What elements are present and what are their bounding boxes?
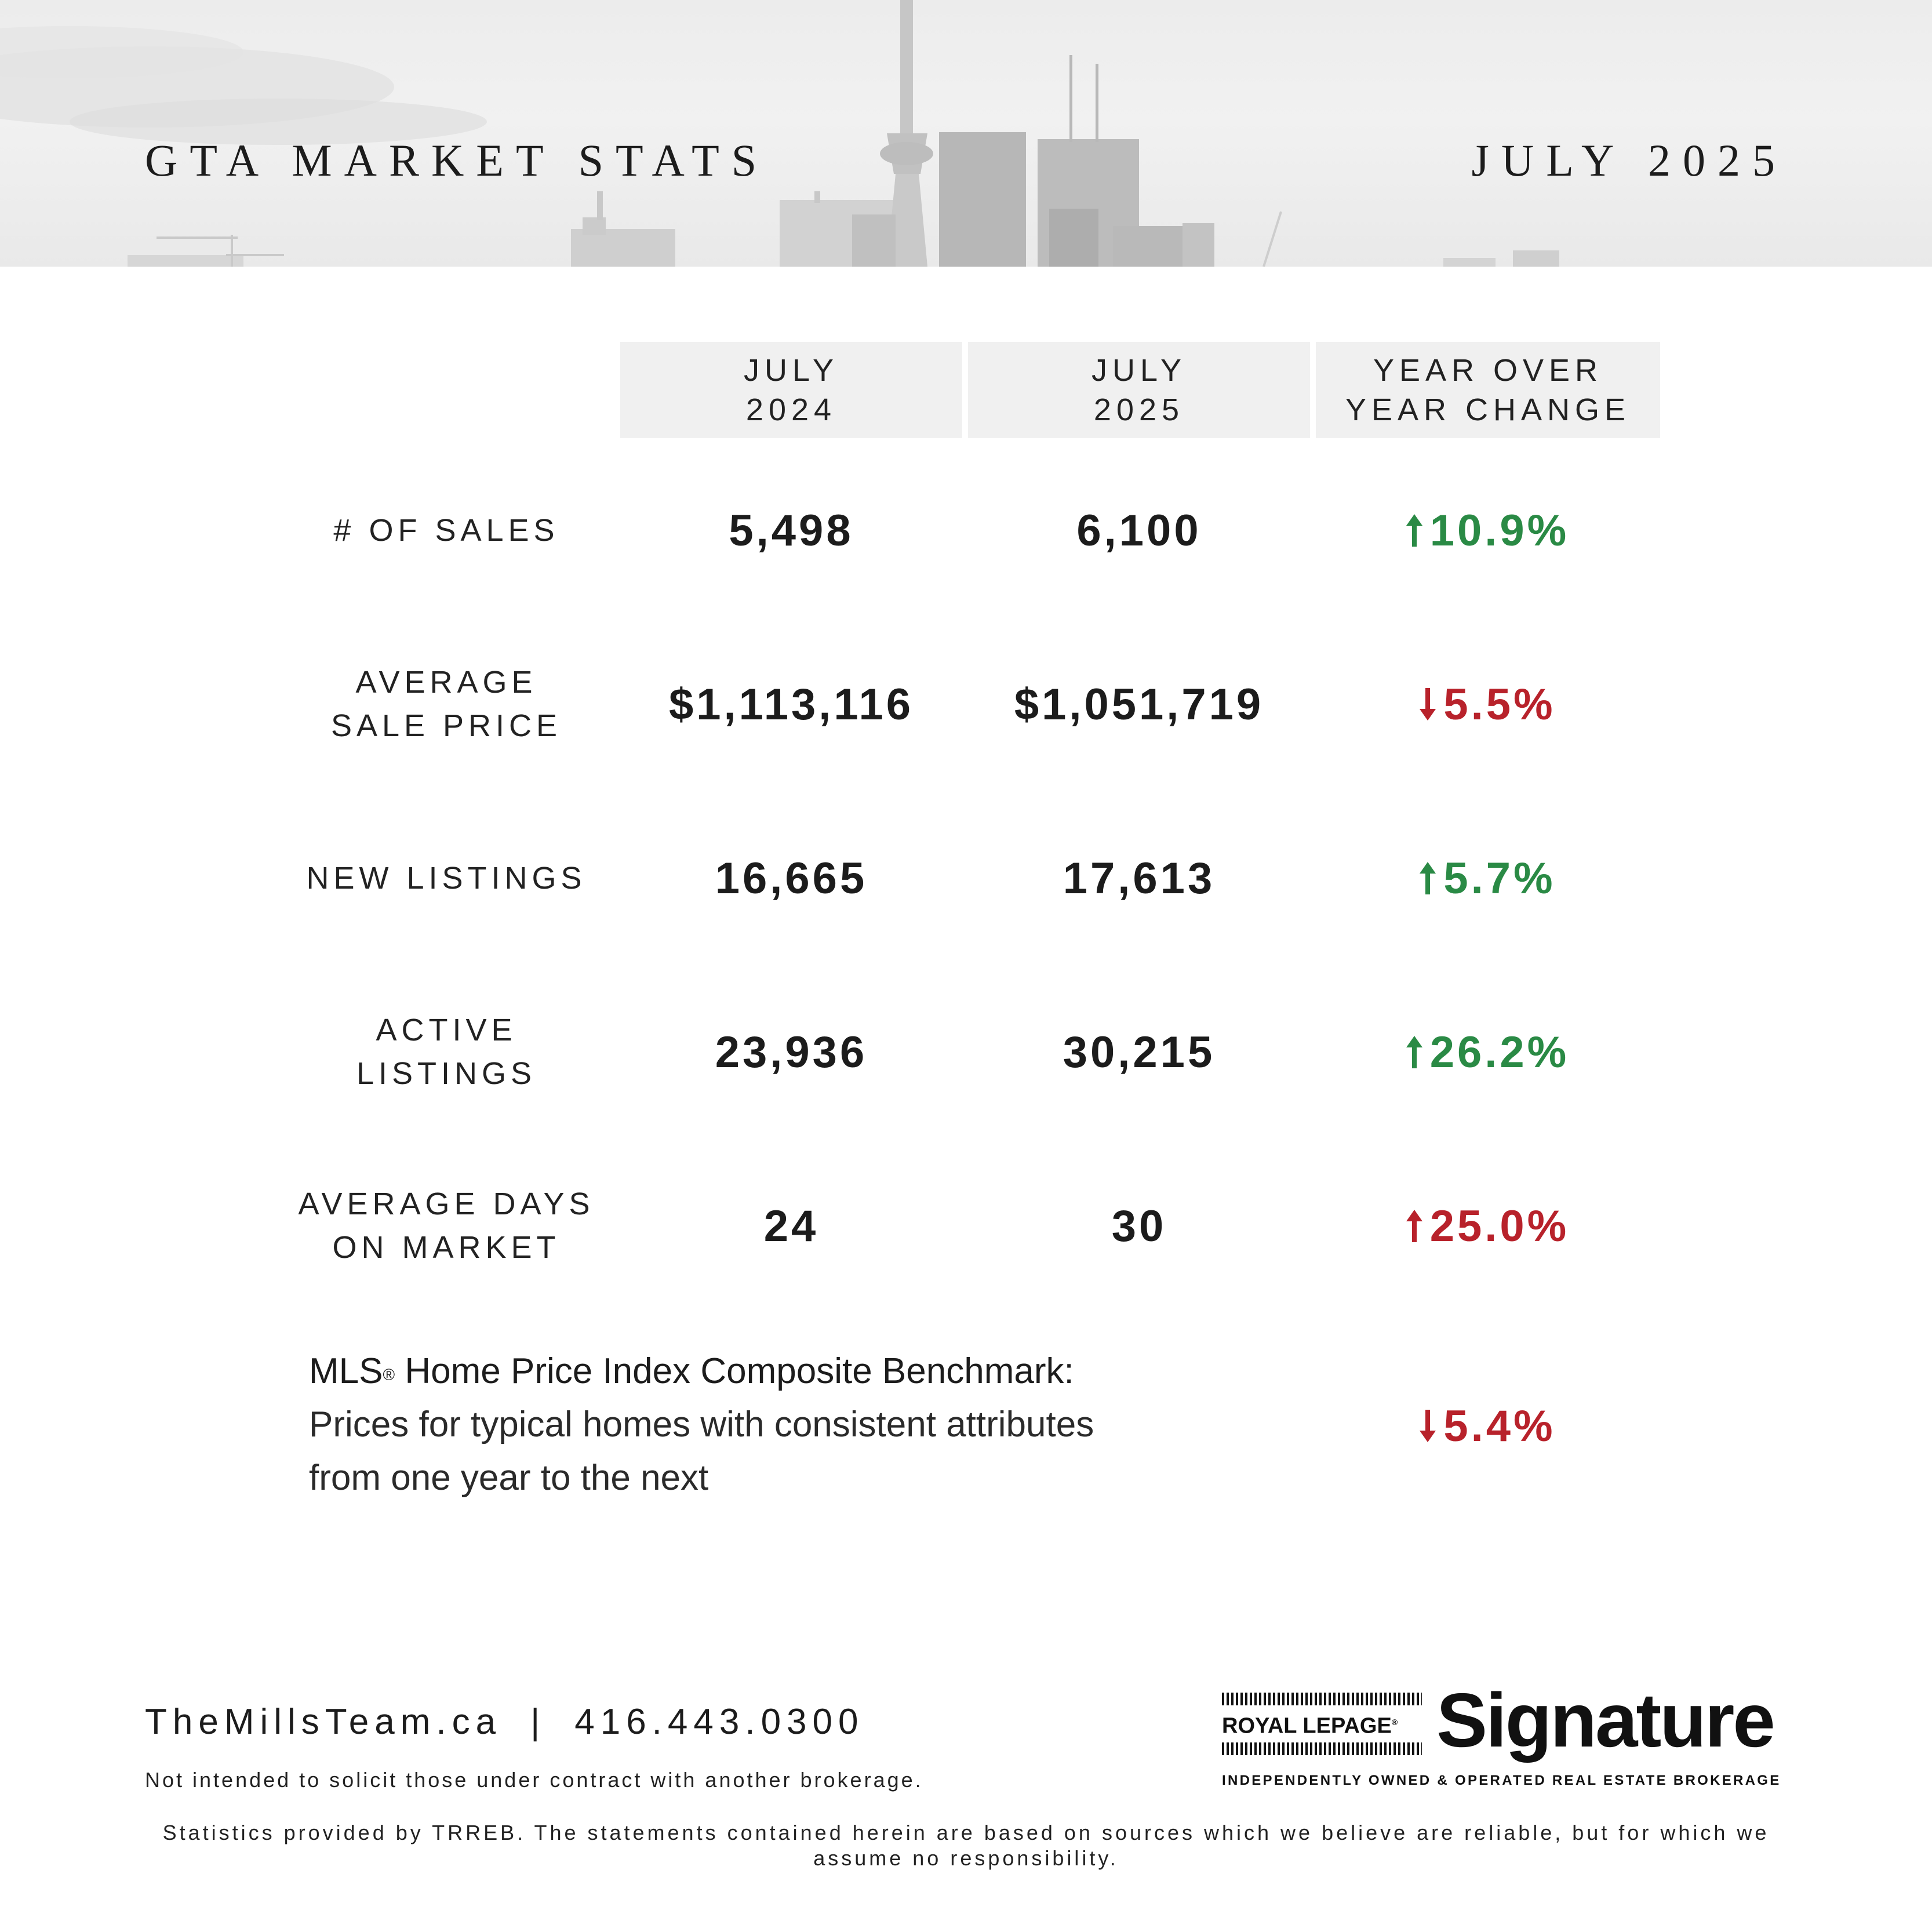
arrow-up-icon <box>1420 862 1436 894</box>
arrow-down-icon <box>1420 1410 1436 1442</box>
mls-title-prefix: MLS <box>309 1351 383 1391</box>
column-header-line: 2025 <box>1093 392 1185 427</box>
value-2024: 16,665 <box>715 853 868 903</box>
column-header-line: JULY <box>743 353 839 388</box>
column-header-line: 2024 <box>745 392 837 427</box>
change-value: 25.0% <box>1429 1201 1570 1251</box>
registered-mark: ® <box>1391 1717 1398 1727</box>
change-value: 5.7% <box>1443 853 1556 903</box>
value-2025: 6,100 <box>1076 505 1202 555</box>
change-value: 26.2% <box>1429 1027 1570 1077</box>
change-cell: 26.2% <box>1313 994 1661 1110</box>
value-2024: 24 <box>763 1201 819 1251</box>
arrow-up-icon <box>1406 514 1422 547</box>
value-2024: 5,498 <box>729 505 854 555</box>
stat-row-active-listings: ACTIVE LISTINGS 23,936 30,215 26.2% <box>0 994 1932 1110</box>
stat-row-average-days-on-market: AVERAGE DAYS ON MARKET 24 30 25.0% <box>0 1168 1932 1284</box>
registered-mark: ® <box>383 1366 395 1384</box>
page-title: GTA MARKET STATS <box>145 135 769 185</box>
row-label: ACTIVE LISTINGS <box>272 994 620 1110</box>
statistics-disclaimer: Statistics provided by TRREB. The statem… <box>162 1821 1770 1870</box>
value-2024: 23,936 <box>715 1027 868 1077</box>
row-label-line: # OF SALES <box>333 512 559 548</box>
stat-row-average-sale-price: AVERAGE SALE PRICE $1,113,116 $1,051,719… <box>0 646 1932 762</box>
mls-change-cell: 5.4% <box>1313 1368 1661 1484</box>
phone-number[interactable]: 416.443.0300 <box>574 1702 864 1742</box>
change-value: 5.5% <box>1443 679 1556 729</box>
value-2025: $1,051,719 <box>1014 679 1264 729</box>
mls-benchmark-line: Prices for typical homes with consistent… <box>309 1405 1094 1445</box>
change-cell: 10.9% <box>1313 472 1661 588</box>
logo-bars <box>1222 1742 1422 1755</box>
row-label: NEW LISTINGS <box>272 820 620 936</box>
column-header-line: YEAR CHANGE <box>1345 392 1631 427</box>
arrow-up-icon <box>1406 1210 1422 1242</box>
value-2025: 30,215 <box>1063 1027 1216 1077</box>
logo-bars <box>1222 1693 1422 1705</box>
column-header-line: YEAR OVER <box>1373 353 1603 388</box>
row-label-line: AVERAGE <box>355 665 537 700</box>
row-label: AVERAGE DAYS ON MARKET <box>272 1168 620 1284</box>
row-label-line: NEW LISTINGS <box>306 860 587 896</box>
header-banner: GTA MARKET STATS JULY 2025 <box>0 0 1932 267</box>
row-label-line: AVERAGE DAYS <box>298 1187 595 1221</box>
value-2024: $1,113,116 <box>669 679 914 729</box>
row-label-line: ACTIVE <box>376 1013 517 1047</box>
report-date: JULY 2025 <box>1471 135 1787 185</box>
royal-lepage-signature-logo: ROYAL LEPAGE® Signature INDEPENDENTLY OW… <box>1222 1678 1787 1791</box>
separator: | <box>530 1702 546 1742</box>
logo-brand-text: ROYAL LEPAGE <box>1222 1713 1392 1738</box>
mls-benchmark-title: MLS® Home Price Index Composite Benchmar… <box>309 1345 1294 1398</box>
arrow-up-icon <box>1406 1036 1422 1068</box>
column-header-year-over-year: YEAR OVER YEAR CHANGE <box>1316 342 1660 438</box>
row-label: # OF SALES <box>272 472 620 588</box>
row-label: AVERAGE SALE PRICE <box>272 646 620 762</box>
stat-row-new-listings: NEW LISTINGS 16,665 17,613 5.7% <box>0 820 1932 936</box>
solicitation-disclaimer: Not intended to solicit those under cont… <box>145 1768 923 1792</box>
value-2025: 17,613 <box>1063 853 1216 903</box>
city-skyline-image <box>0 0 1559 267</box>
change-value: 10.9% <box>1429 505 1570 555</box>
change-value: 5.4% <box>1443 1401 1556 1451</box>
logo-signature: Signature <box>1436 1678 1775 1763</box>
mls-benchmark-line: from one year to the next <box>309 1458 709 1498</box>
change-cell: 5.7% <box>1313 820 1661 936</box>
arrow-down-icon <box>1420 688 1436 721</box>
column-header-july-2024: JULY 2024 <box>620 342 962 438</box>
royal-lepage-wordmark: ROYAL LEPAGE® <box>1222 1693 1422 1755</box>
mls-benchmark-description: MLS® Home Price Index Composite Benchmar… <box>309 1345 1294 1505</box>
row-label-line: LISTINGS <box>356 1056 537 1091</box>
column-header-line: JULY <box>1091 353 1187 388</box>
logo-tagline: INDEPENDENTLY OWNED & OPERATED REAL ESTA… <box>1222 1773 1781 1788</box>
logo-brand: ROYAL LEPAGE® <box>1222 1708 1422 1741</box>
change-cell: 25.0% <box>1313 1168 1661 1284</box>
row-label-line: ON MARKET <box>332 1230 561 1265</box>
website-link[interactable]: TheMillsTeam.ca <box>145 1702 502 1742</box>
column-header-july-2025: JULY 2025 <box>968 342 1310 438</box>
value-2025: 30 <box>1111 1201 1167 1251</box>
row-label-line: SALE PRICE <box>330 708 562 743</box>
stat-row-sales: # OF SALES 5,498 6,100 10.9% <box>0 472 1932 588</box>
change-cell: 5.5% <box>1313 646 1661 762</box>
contact-line: TheMillsTeam.ca | 416.443.0300 <box>145 1701 864 1742</box>
mls-title-suffix: Home Price Index Composite Benchmark: <box>395 1351 1074 1391</box>
